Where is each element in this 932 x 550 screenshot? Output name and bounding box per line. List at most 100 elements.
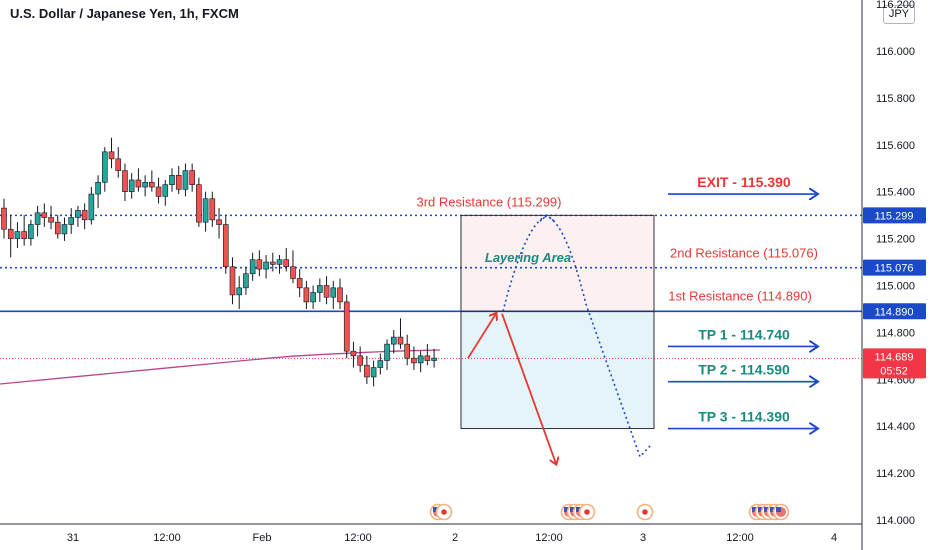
candle: [256, 250, 263, 277]
price-badge-text: 115.299: [875, 210, 914, 222]
candle-body: [209, 198, 216, 221]
candle-body: [330, 287, 337, 298]
candle: [175, 165, 182, 195]
candle: [249, 252, 256, 281]
y-tick-label: 114.000: [876, 515, 915, 527]
candle: [54, 215, 61, 239]
candle: [202, 191, 209, 232]
price-badge: [863, 303, 926, 320]
candle: [411, 346, 417, 370]
us-flag-icon[interactable]: [772, 503, 790, 521]
x-tick-label: 12:00: [344, 532, 372, 544]
event-group[interactable]: [636, 503, 654, 521]
candle-body: [303, 287, 310, 303]
candle-body: [411, 357, 417, 364]
y-tick-label: 115.400: [876, 187, 915, 199]
candle-body: [81, 210, 88, 221]
candle: [222, 215, 229, 274]
candle-body: [182, 170, 189, 190]
candle-body: [249, 259, 256, 275]
candle: [108, 137, 115, 169]
candle-body: [337, 287, 343, 303]
candle-body: [364, 364, 370, 378]
countdown-text: 05:52: [880, 365, 908, 377]
layering-zone-upper: [461, 215, 654, 312]
candle-body: [350, 350, 357, 357]
x-tick-label: 31: [67, 532, 79, 544]
flag-canton: [764, 507, 769, 512]
candle: [263, 255, 269, 279]
candle-body: [424, 355, 431, 361]
candle-body: [7, 228, 14, 239]
candle: [169, 168, 175, 192]
jp-flag-icon[interactable]: [636, 503, 654, 521]
candle-body: [21, 231, 27, 239]
candle-body: [290, 266, 296, 279]
candle: [68, 208, 74, 234]
flag-canton: [570, 507, 575, 512]
flag-canton: [564, 507, 569, 512]
candle-body: [75, 210, 81, 218]
jp-flag-icon[interactable]: [578, 503, 596, 521]
candle: [115, 147, 122, 178]
candle-body: [48, 217, 54, 223]
layering-zone-lower: [461, 311, 654, 429]
flag-canton: [433, 507, 438, 512]
candle: [209, 191, 216, 227]
candle: [364, 355, 370, 384]
candle: [357, 346, 363, 373]
candle: [390, 330, 397, 354]
candle: [404, 334, 411, 366]
y-tick-label: 114.800: [876, 327, 915, 339]
current-price-text: 114.689: [875, 351, 914, 363]
candle: [417, 351, 424, 373]
candle: [142, 175, 148, 197]
flag-dot: [642, 509, 648, 515]
candle-body: [169, 174, 175, 185]
candle: [330, 280, 337, 309]
candle-body: [229, 266, 236, 296]
candle-body: [1, 207, 7, 230]
y-tick-label: 115.200: [876, 234, 915, 246]
x-tick-label: 12:00: [153, 532, 181, 544]
flag-canton: [752, 507, 757, 512]
flag-canton: [758, 507, 763, 512]
currency-badge[interactable]: JPY: [883, 5, 915, 24]
event-group[interactable]: [429, 503, 453, 521]
down-arrow: [501, 313, 556, 464]
candle: [317, 278, 323, 302]
candle: [95, 175, 101, 209]
candle: [61, 217, 68, 241]
candle-body: [34, 212, 41, 225]
candle-body: [384, 343, 390, 361]
y-tick-label: 116.200: [876, 0, 915, 11]
candle-body: [276, 259, 283, 265]
price-badge-text: 114.890: [875, 306, 914, 318]
candle-body: [175, 174, 182, 190]
x-tick-label: 2: [452, 532, 458, 544]
candle-body: [28, 224, 34, 239]
candle: [337, 278, 343, 309]
candle-body: [155, 186, 162, 197]
event-group[interactable]: [560, 503, 596, 521]
candle: [196, 177, 202, 227]
candle: [269, 252, 276, 272]
candle-body: [417, 355, 424, 364]
candle: [229, 257, 236, 305]
event-group[interactable]: [748, 503, 790, 521]
candle: [14, 222, 21, 248]
candle-body: [122, 170, 128, 193]
candle: [189, 163, 195, 192]
price-badge: [863, 207, 926, 224]
candle: [397, 318, 404, 349]
candle-body: [142, 182, 148, 188]
candle-body: [310, 292, 316, 303]
candle-body: [357, 355, 363, 366]
flag-canton: [576, 507, 581, 512]
candle-body: [296, 278, 303, 289]
y-tick-label: 115.600: [876, 140, 915, 152]
candle-body: [404, 343, 411, 359]
jp-flag-icon[interactable]: [435, 503, 453, 521]
candle: [236, 276, 242, 309]
